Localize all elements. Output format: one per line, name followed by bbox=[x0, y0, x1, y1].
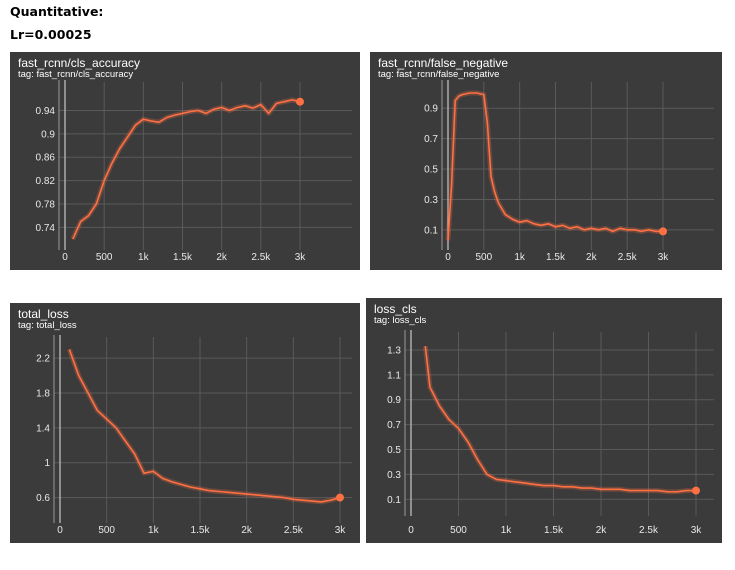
chart-tag: tag: fast_rcnn/false_negative bbox=[378, 69, 500, 80]
series-line bbox=[68, 349, 341, 503]
y-tick-label: 1.4 bbox=[36, 423, 50, 434]
series-end-marker bbox=[296, 97, 304, 106]
x-tick-label: 2k bbox=[241, 525, 253, 536]
chart-tag: tag: total_loss bbox=[18, 320, 77, 331]
x-tick-label: 1k bbox=[501, 525, 513, 536]
y-tick-label: 0.7 bbox=[387, 420, 401, 431]
y-tick-label: 0.5 bbox=[387, 445, 401, 456]
x-tick-label: 1.5k bbox=[191, 525, 211, 536]
chart-svg: 0.6 1 1.4 1.8 2.2 0 500 1k 1.5k 2k 2.5k 3k bbox=[36, 335, 352, 536]
chart-svg: 0.1 0.3 0.5 0.7 0.9 0 500 1k 1.5k 2k 2.5k 3k bbox=[424, 80, 714, 263]
y-tick-label: 0.74 bbox=[36, 223, 56, 234]
y-tick-label: 0.78 bbox=[36, 200, 56, 211]
y-tick-label: 0.6 bbox=[36, 493, 50, 504]
x-tick-label: 2k bbox=[596, 525, 608, 536]
y-tick-label: 0.3 bbox=[387, 470, 401, 481]
series-raw-band bbox=[70, 97, 301, 241]
y-tick-label: 2.2 bbox=[36, 354, 50, 365]
chart-title: loss_cls bbox=[374, 302, 417, 316]
x-tick-label: 3k bbox=[658, 252, 670, 263]
x-tick-label: 500 bbox=[475, 252, 492, 263]
y-tick-label: 0.7 bbox=[424, 134, 438, 145]
x-tick-label: 2k bbox=[586, 252, 598, 263]
x-tick-label: 0 bbox=[62, 252, 68, 263]
x-tick-label: 2.5k bbox=[284, 525, 304, 536]
x-tick-label: 1.5k bbox=[173, 252, 193, 263]
chart-svg: 0.74 0.78 0.82 0.86 0.9 0.94 0 500 1k 1.5k 2k 2.5k 3… bbox=[36, 80, 352, 263]
x-tick-label: 3k bbox=[691, 525, 703, 536]
x-tick-label: 500 bbox=[450, 525, 467, 536]
x-tick-label: 1k bbox=[138, 252, 150, 263]
chart-panel-loss-cls: loss_cls tag: loss_cls 0.1 0.3 0.5 0.7 0.9 1.… bbox=[366, 298, 722, 543]
y-tick-label: 1.1 bbox=[387, 370, 401, 381]
chart-panel-total-loss: total_loss tag: total_loss 0.6 1 1.4 1.8 2.2… bbox=[10, 303, 360, 543]
series-line bbox=[72, 99, 301, 240]
series-line bbox=[447, 92, 663, 241]
x-tick-label: 1k bbox=[148, 525, 160, 536]
y-tick-label: 0.94 bbox=[36, 106, 56, 117]
chart-panel-false-negative: fast_rcnn/false_negative tag: fast_rcnn/… bbox=[370, 52, 722, 270]
x-tick-label: 3k bbox=[295, 252, 307, 263]
y-tick-label: 1 bbox=[44, 458, 50, 469]
chart-title: fast_rcnn/false_negative bbox=[378, 56, 509, 70]
chart-panel-cls-accuracy: fast_rcnn/cls_accuracy tag: fast_rcnn/cl… bbox=[10, 52, 360, 270]
series-end-marker bbox=[692, 486, 700, 495]
y-tick-label: 0.86 bbox=[36, 153, 56, 164]
y-tick-label: 0.5 bbox=[424, 165, 438, 176]
y-tick-label: 0.3 bbox=[424, 195, 438, 206]
x-tick-label: 2.5k bbox=[618, 252, 638, 263]
x-tick-label: 0 bbox=[408, 525, 414, 536]
series-end-marker bbox=[336, 493, 344, 502]
y-tick-label: 0.9 bbox=[387, 395, 401, 406]
y-tick-label: 0.9 bbox=[424, 104, 438, 115]
chart-tag: tag: fast_rcnn/cls_accuracy bbox=[18, 69, 134, 80]
x-tick-label: 1.5k bbox=[544, 525, 564, 536]
chart-title: total_loss bbox=[18, 307, 69, 321]
series-raw-band bbox=[422, 345, 696, 495]
learning-rate-heading: Lr=0.00025 bbox=[10, 27, 92, 42]
series-end-marker bbox=[659, 227, 667, 236]
chart-tag: tag: loss_cls bbox=[374, 315, 427, 326]
y-tick-label: 0.9 bbox=[41, 129, 55, 140]
x-tick-label: 500 bbox=[96, 252, 113, 263]
x-tick-label: 1.5k bbox=[546, 252, 566, 263]
x-tick-label: 1k bbox=[514, 252, 526, 263]
chart-title: fast_rcnn/cls_accuracy bbox=[18, 56, 141, 70]
y-tick-label: 0.1 bbox=[424, 225, 438, 236]
series-raw-band bbox=[66, 348, 341, 505]
x-tick-label: 0 bbox=[445, 252, 451, 263]
x-tick-label: 2.5k bbox=[639, 525, 659, 536]
x-tick-label: 2.5k bbox=[251, 252, 271, 263]
x-tick-label: 2k bbox=[216, 252, 228, 263]
y-tick-label: 0.1 bbox=[387, 495, 401, 506]
chart-svg: 0.1 0.3 0.5 0.7 0.9 1.1 1.3 0 500 1k 1.5k 2k 2.5k 3k bbox=[387, 330, 714, 536]
y-tick-label: 0.82 bbox=[36, 176, 56, 187]
y-tick-label: 1.3 bbox=[387, 345, 401, 356]
section-heading: Quantitative: bbox=[10, 4, 104, 19]
series-line bbox=[424, 346, 696, 493]
x-tick-label: 3k bbox=[335, 525, 347, 536]
x-tick-label: 0 bbox=[57, 525, 63, 536]
x-tick-label: 500 bbox=[98, 525, 115, 536]
y-tick-label: 1.8 bbox=[36, 388, 50, 399]
